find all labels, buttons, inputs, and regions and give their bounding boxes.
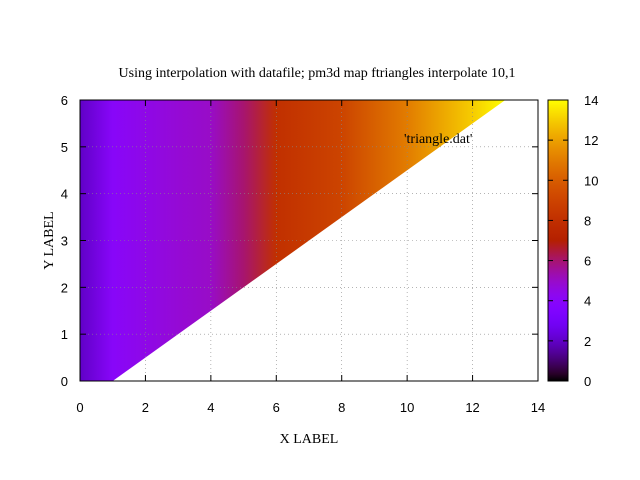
colorbar-tick-label: 12: [584, 133, 598, 148]
x-tick-label: 4: [207, 400, 214, 415]
colorbar-tick-label: 4: [584, 294, 591, 309]
y-axis: 0 1 2 3 4 5 6: [61, 93, 538, 389]
y-tick-label: 2: [61, 280, 68, 295]
x-tick-label: 0: [76, 400, 83, 415]
x-axis-label: X LABEL: [280, 432, 339, 447]
y-tick-label: 6: [61, 93, 68, 108]
grid: [80, 100, 538, 381]
y-tick-label: 5: [61, 140, 68, 155]
x-tick-label: 12: [465, 400, 479, 415]
x-tick-label: 14: [531, 400, 545, 415]
colorbar: [547, 99, 569, 382]
colorbar-tick-label: 2: [584, 334, 591, 349]
y-tick-label: 0: [61, 374, 68, 389]
y-tick-label: 3: [61, 234, 68, 249]
colorbar-tick-label: 14: [584, 93, 598, 108]
colorbar-tick-label: 0: [584, 374, 591, 389]
x-tick-label: 8: [338, 400, 345, 415]
colorbar-tick-label: 10: [584, 173, 598, 188]
colorbar-axis: 0 2 4 6 8 10 12 14: [548, 93, 598, 389]
colorbar-tick-label: 8: [584, 213, 591, 228]
y-tick-label: 4: [61, 187, 68, 202]
chart-title: Using interpolation with datafile; pm3d …: [119, 66, 516, 81]
colorbar-tick-label: 6: [584, 254, 591, 269]
y-tick-label: 1: [61, 327, 68, 342]
legend-entry: 'triangle.dat': [404, 132, 472, 147]
x-tick-label: 10: [400, 400, 414, 415]
y-axis-label: Y LABEL: [42, 211, 57, 269]
x-tick-label: 2: [142, 400, 149, 415]
x-tick-label: 6: [273, 400, 280, 415]
x-axis: 0 2 4 6 8 10 12 14: [76, 100, 545, 415]
